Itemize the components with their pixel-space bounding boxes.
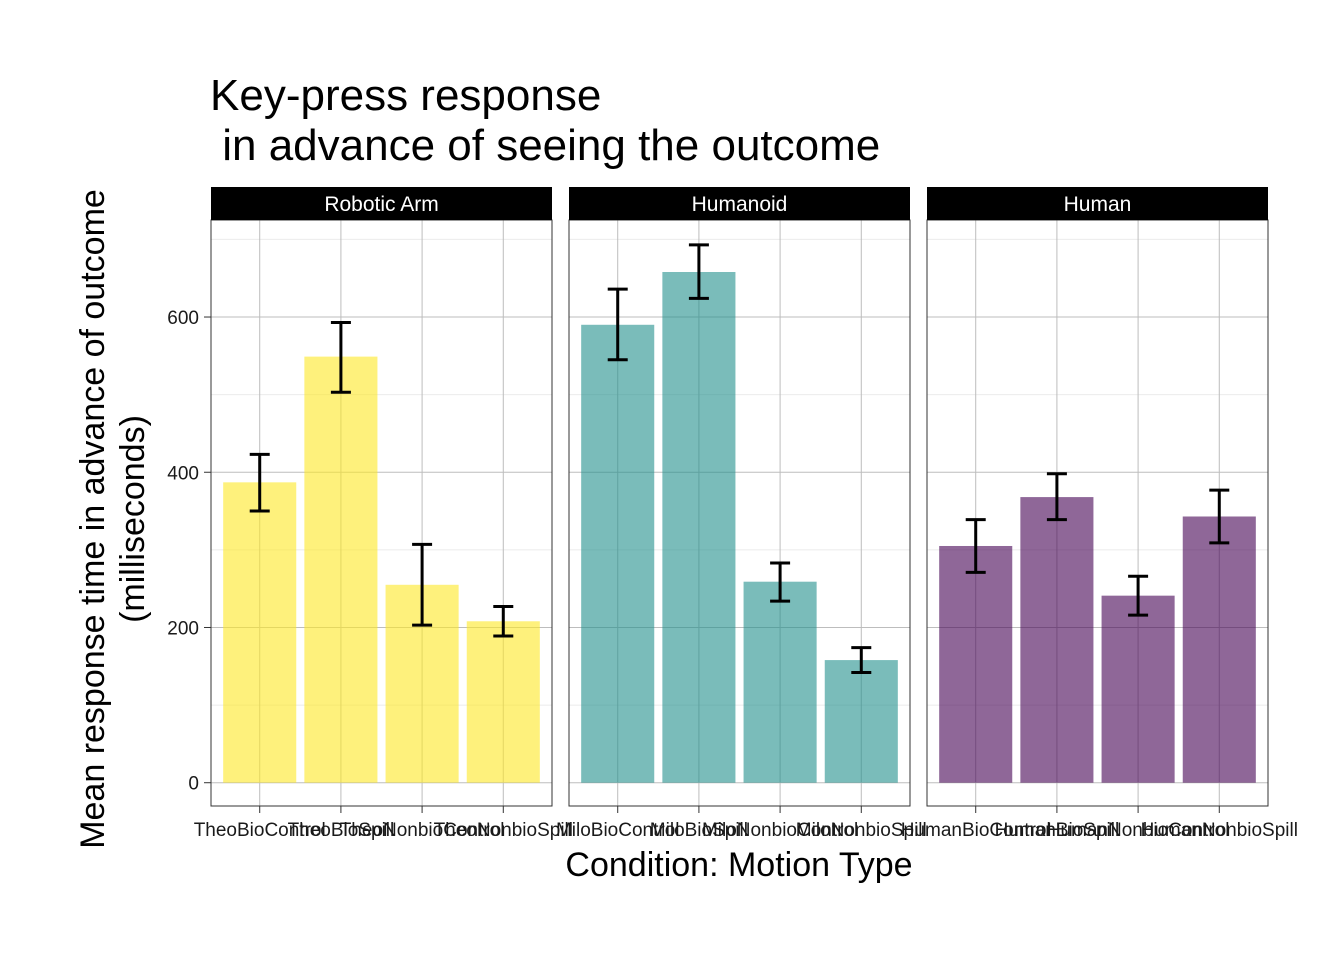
y-axis-title-line-2: (milliseconds)	[114, 415, 152, 623]
bar-TheoBioSpill	[304, 356, 378, 783]
x-tick-label: HumanBioSpill	[995, 820, 1120, 841]
facet-strip-label: Robotic Arm	[324, 193, 438, 216]
bar-TheoBioControl	[223, 482, 297, 783]
facet-strip	[211, 187, 552, 220]
y-axis: 0 200 400 600	[167, 308, 211, 795]
bar-HumanNonbioSpill	[1182, 516, 1256, 783]
y-tick-label: 0	[188, 774, 199, 795]
error-bar-MiloNonbioSpill	[851, 646, 872, 675]
x-tick-label: MiloBioSpill	[650, 820, 748, 841]
x-tick-label: TheoNonbioSpill	[434, 820, 573, 841]
x-tick-label: MiloNonbioSpill	[796, 820, 927, 841]
error-bar-HumanNonbioControl	[1128, 574, 1149, 617]
error-bar-TheoNonbioSpill	[493, 605, 514, 638]
error-bar-MiloBioSpill	[688, 243, 709, 300]
x-tick-label: TheoBioControl	[194, 820, 326, 841]
bar-TheoNonbioSpill	[466, 621, 540, 783]
error-bar-MiloBioControl	[607, 287, 628, 362]
chart-title-line-2: in advance of seeing the outcome	[210, 121, 880, 170]
y-tick-label: 600	[167, 308, 199, 329]
facet-panels: Robotic ArmTheoBioControlTheoBioSpillThe…	[194, 187, 1298, 841]
bar-MiloNonbioSpill	[824, 660, 898, 783]
bar-HumanNonbioControl	[1101, 595, 1175, 783]
y-tick-label: 400	[167, 463, 199, 484]
x-tick-label: MiloBioControl	[556, 820, 680, 841]
facet-strip-label: Human	[1064, 193, 1132, 216]
error-bar-TheoBioSpill	[330, 320, 351, 394]
error-bar-HumanNonbioSpill	[1209, 488, 1230, 545]
y-tick-label: 200	[167, 618, 199, 639]
bar-MiloBioSpill	[662, 272, 736, 783]
x-tick-label: TheoNonbioControl	[340, 820, 505, 841]
chart-title-line-1: Key-press response	[210, 71, 601, 120]
facet-panel-3: HumanHumanBioControlHumanBioSpillHumanNo…	[901, 187, 1298, 841]
x-tick-label: HumanNonbioControl	[1047, 820, 1230, 841]
facet-strip	[927, 187, 1268, 220]
bar-HumanBioControl	[939, 545, 1013, 783]
x-tick-label: HumanNonbioSpill	[1141, 820, 1298, 841]
x-axis-title: Condition: Motion Type	[565, 846, 912, 884]
x-tick-label: MiloNonbioControl	[702, 820, 858, 841]
facet-panel-2: HumanoidMiloBioControlMiloBioSpillMiloNo…	[556, 187, 927, 841]
bar-MiloNonbioControl	[743, 581, 817, 783]
error-bar-HumanBioControl	[965, 518, 986, 574]
x-tick-label: TheoBioSpill	[288, 820, 395, 841]
bar-HumanBioSpill	[1020, 497, 1094, 783]
error-bar-HumanBioSpill	[1046, 472, 1067, 522]
error-bar-MiloNonbioControl	[770, 561, 791, 603]
bar-MiloBioControl	[581, 324, 655, 783]
error-bar-TheoNonbioControl	[412, 542, 433, 627]
error-bar-TheoBioControl	[249, 452, 270, 513]
x-tick-label: HumanBioControl	[901, 820, 1051, 841]
y-axis-title-line-1: Mean response time in advance of outcome	[74, 189, 112, 849]
facet-panel-1: Robotic ArmTheoBioControlTheoBioSpillThe…	[194, 187, 573, 841]
facet-strip	[569, 187, 910, 220]
facet-strip-label: Humanoid	[692, 193, 788, 216]
